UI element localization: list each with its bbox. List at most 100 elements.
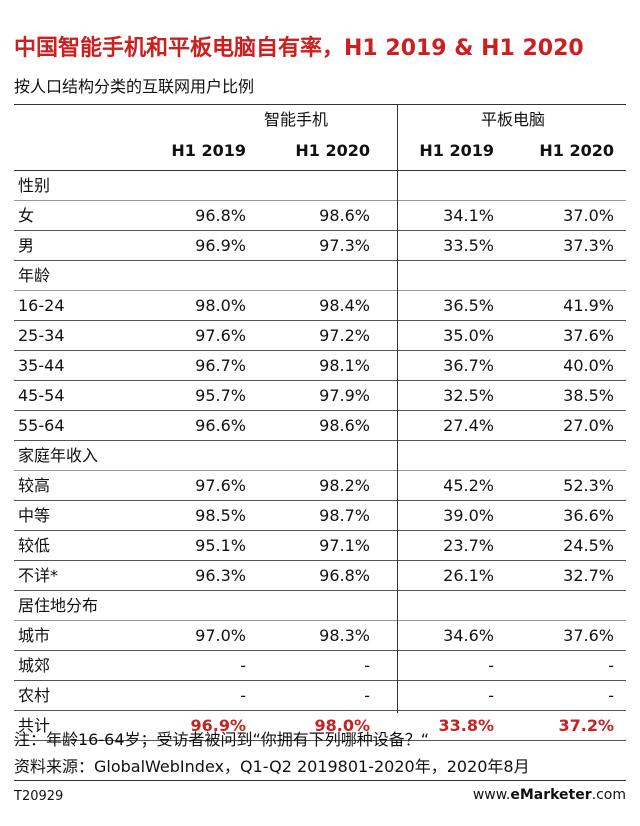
cell-value: 34.1% xyxy=(443,206,494,225)
cell-value: 52.3% xyxy=(563,476,614,495)
chart-subtitle: 按人口结构分类的互联网用户比例 xyxy=(14,77,255,96)
cell-value: 37.6% xyxy=(563,326,614,345)
table-row: 25-34 97.6% 97.2% 35.0% 37.6% xyxy=(14,321,626,351)
cell-value: 40.0% xyxy=(563,356,614,375)
section-row: 家庭年收入 xyxy=(14,441,626,471)
cell-value: 37.0% xyxy=(563,206,614,225)
cell-value: - xyxy=(240,656,246,675)
cell-value: 96.8% xyxy=(319,566,370,585)
row-label: 共计 xyxy=(18,716,51,735)
table-row: 中等 98.5% 98.7% 39.0% 36.6% xyxy=(14,501,626,531)
table-row: 45-54 95.7% 97.9% 32.5% 38.5% xyxy=(14,381,626,411)
row-label: 男 xyxy=(18,236,35,255)
row-label: 较高 xyxy=(18,476,51,495)
cell-value: 96.9% xyxy=(190,716,246,735)
cell-value: 98.3% xyxy=(319,626,370,645)
row-label: 城市 xyxy=(18,626,51,645)
row-label: 45-54 xyxy=(18,386,65,405)
cell-value: - xyxy=(488,686,494,705)
row-label: 不详* xyxy=(18,566,59,585)
brand-logo[interactable]: www.eMarketer.com xyxy=(473,787,626,803)
table-row: 16-24 98.0% 98.4% 36.5% 41.9% xyxy=(14,291,626,321)
cell-value: 96.8% xyxy=(195,206,246,225)
cell-value: 36.5% xyxy=(443,296,494,315)
cell-value: 98.0% xyxy=(314,716,370,735)
row-label: 16-24 xyxy=(18,296,65,315)
cell-value: 45.2% xyxy=(443,476,494,495)
table-row: 男 96.9% 97.3% 33.5% 37.3% xyxy=(14,231,626,261)
row-label: 城郊 xyxy=(18,656,51,675)
cell-value: 38.5% xyxy=(563,386,614,405)
cell-value: 97.6% xyxy=(195,326,246,345)
row-label: 35-44 xyxy=(18,356,65,375)
header-rule xyxy=(14,170,626,171)
section-label: 家庭年收入 xyxy=(18,446,99,465)
cell-value: - xyxy=(608,656,614,675)
cell-value: - xyxy=(608,686,614,705)
cell-value: 27.0% xyxy=(563,416,614,435)
source-note: 资料来源：GlobalWebIndex，Q1-Q2 2019801-2020年，… xyxy=(14,757,530,776)
cell-value: 37.6% xyxy=(563,626,614,645)
cell-value: 41.9% xyxy=(563,296,614,315)
footer-rule xyxy=(14,780,626,781)
row-label: 农村 xyxy=(18,686,51,705)
row-label: 女 xyxy=(18,206,35,225)
section-label: 性别 xyxy=(18,176,51,195)
section-label: 居住地分布 xyxy=(18,596,99,615)
cell-value: - xyxy=(488,656,494,675)
cell-value: 34.6% xyxy=(443,626,494,645)
cell-value: 36.7% xyxy=(443,356,494,375)
cell-value: 96.6% xyxy=(195,416,246,435)
group-header-tablet: 平板电脑 xyxy=(480,110,545,129)
table-row: 较高 97.6% 98.2% 45.2% 52.3% xyxy=(14,471,626,501)
cell-value: 97.6% xyxy=(195,476,246,495)
cell-value: 98.4% xyxy=(319,296,370,315)
table-row: 城郊 - - - - xyxy=(14,651,626,681)
section-row: 年龄 xyxy=(14,261,626,291)
col-header-4: H1 2020 xyxy=(539,141,614,160)
table-row: 较低 95.1% 97.1% 23.7% 24.5% xyxy=(14,531,626,561)
cell-value: 98.7% xyxy=(319,506,370,525)
cell-value: 96.9% xyxy=(195,236,246,255)
cell-value: 98.1% xyxy=(319,356,370,375)
chart-title: 中国智能手机和平板电脑自有率，H1 2019 & H1 2020 xyxy=(14,36,584,61)
table-row: 城市 97.0% 98.3% 34.6% 37.6% xyxy=(14,621,626,651)
cell-value: 98.0% xyxy=(195,296,246,315)
cell-value: 97.0% xyxy=(195,626,246,645)
section-row: 性别 xyxy=(14,171,626,201)
cell-value: 26.1% xyxy=(443,566,494,585)
cell-value: 24.5% xyxy=(563,536,614,555)
cell-value: 32.7% xyxy=(563,566,614,585)
footnote: 注：年龄16-64岁；受访者被问到“你拥有下列哪种设备？“ xyxy=(14,730,430,749)
cell-value: 98.2% xyxy=(319,476,370,495)
cell-value: 35.0% xyxy=(443,326,494,345)
table-row: 35-44 96.7% 98.1% 36.7% 40.0% xyxy=(14,351,626,381)
table-row: 女 96.8% 98.6% 34.1% 37.0% xyxy=(14,201,626,231)
total-row: 共计 96.9% 98.0% 33.8% 37.2% xyxy=(14,711,626,741)
cell-value: 37.3% xyxy=(563,236,614,255)
group-header-smartphone: 智能手机 xyxy=(263,110,328,129)
cell-value: 97.3% xyxy=(319,236,370,255)
cell-value: 36.6% xyxy=(563,506,614,525)
col-header-2: H1 2020 xyxy=(295,141,370,160)
cell-value: 37.2% xyxy=(558,716,614,735)
cell-value: 97.9% xyxy=(319,386,370,405)
row-label: 中等 xyxy=(18,506,51,525)
row-label: 较低 xyxy=(18,536,51,555)
cell-value: 98.6% xyxy=(319,206,370,225)
cell-value: 98.6% xyxy=(319,416,370,435)
cell-value: 33.8% xyxy=(438,716,494,735)
cell-value: 95.1% xyxy=(195,536,246,555)
table-row: 农村 - - - - xyxy=(14,681,626,711)
cell-value: 95.7% xyxy=(195,386,246,405)
row-label: 55-64 xyxy=(18,416,65,435)
col-header-1: H1 2019 xyxy=(171,141,246,160)
chart-code: T20929 xyxy=(14,789,64,804)
cell-value: 27.4% xyxy=(443,416,494,435)
cell-value: 23.7% xyxy=(443,536,494,555)
col-header-3: H1 2019 xyxy=(419,141,494,160)
cell-value: 96.7% xyxy=(195,356,246,375)
cell-value: 98.5% xyxy=(195,506,246,525)
cell-value: 39.0% xyxy=(443,506,494,525)
cell-value: 32.5% xyxy=(443,386,494,405)
